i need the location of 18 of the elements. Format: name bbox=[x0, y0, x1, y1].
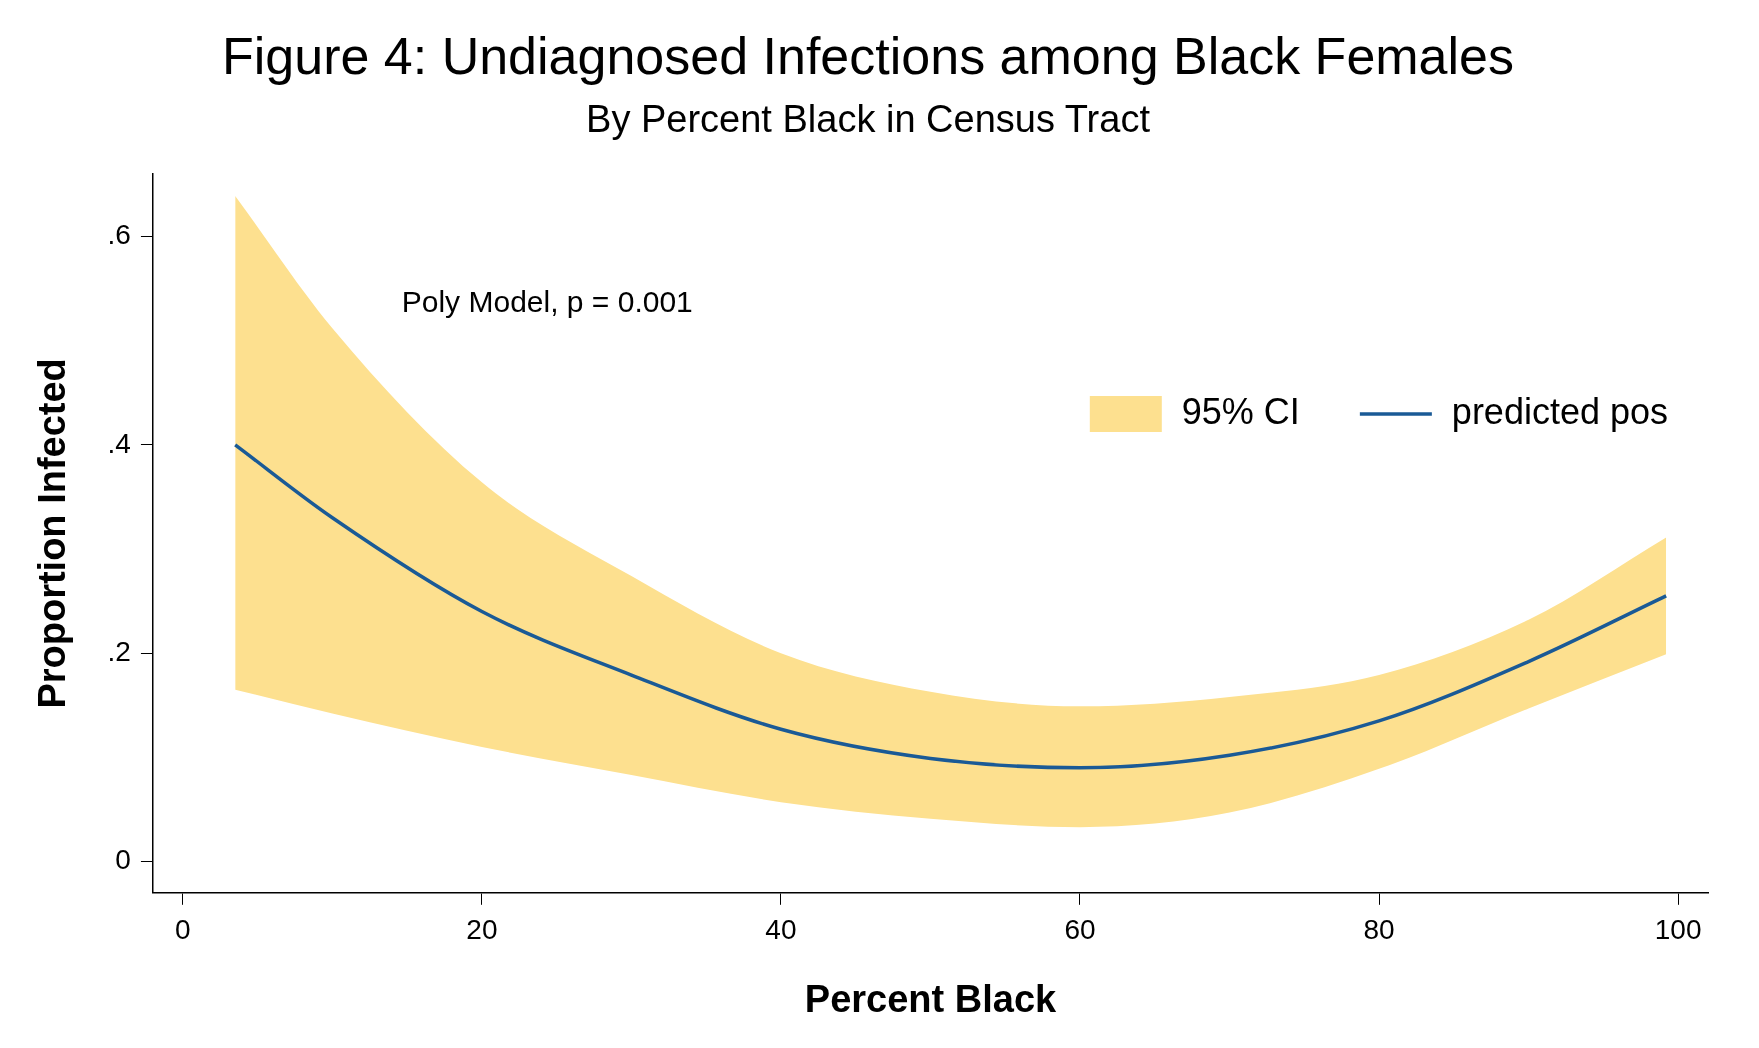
x-tick-label: 40 bbox=[765, 914, 797, 946]
line-series bbox=[233, 443, 1668, 770]
y-axis-title: Proportion Infected bbox=[31, 358, 74, 709]
annotation: Poly Model, p = 0.001 bbox=[401, 285, 693, 319]
chart-title: Figure 4: Undiagnosed Infections among Black Females bbox=[221, 26, 1515, 85]
x-tick-label: 20 bbox=[466, 914, 498, 946]
x-tick-label: 60 bbox=[1064, 914, 1096, 946]
y-tick-label: 0 bbox=[115, 844, 131, 876]
x-tick-label: 80 bbox=[1363, 914, 1395, 946]
x-tick-label: 0 bbox=[175, 914, 191, 946]
y-tick-label: .4 bbox=[107, 427, 131, 459]
x-tick-label: 100 bbox=[1654, 914, 1702, 946]
y-tick-label: .6 bbox=[107, 219, 131, 251]
legend-label: 95% CI bbox=[1181, 390, 1300, 432]
legend-label: predicted pos bbox=[1451, 390, 1668, 432]
chart-subtitle: By Percent Black in Census Tract bbox=[586, 97, 1151, 140]
y-tick-label: .2 bbox=[107, 635, 131, 667]
x-axis-title: Percent Black bbox=[804, 977, 1058, 1020]
